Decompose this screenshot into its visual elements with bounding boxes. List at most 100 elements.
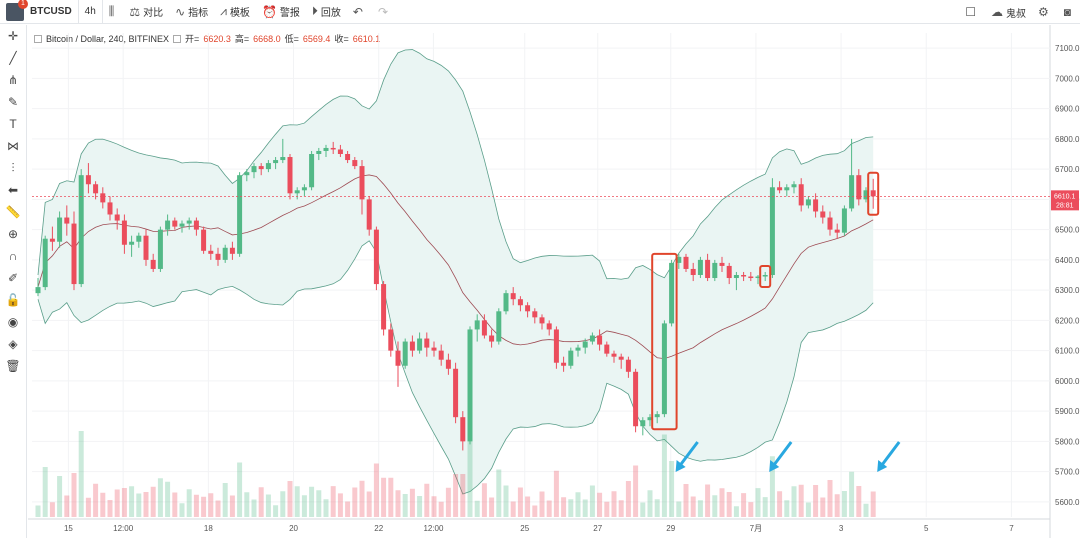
bollinger-upper-line (37, 49, 874, 280)
volume-bar (64, 495, 70, 517)
volume-bar (597, 492, 603, 517)
indicators-button[interactable]: ∿ 指标 (175, 4, 209, 20)
candles-icon: ⫼ (108, 4, 115, 18)
settings-button[interactable]: ⚙ (1032, 0, 1058, 24)
legend-open: 6620.3 (203, 33, 231, 44)
candle-body (611, 353, 617, 357)
candle-body (409, 341, 415, 351)
alert-button[interactable]: ⏰ 警报 (261, 4, 300, 20)
volume-bar (798, 484, 804, 517)
volume-bar (201, 496, 207, 517)
annotation-box (759, 264, 772, 289)
legend-low-label: 低= (284, 34, 299, 44)
brush-icon[interactable]: ✎ (7, 95, 19, 109)
interval-selector[interactable]: 4h (84, 6, 96, 17)
x-tick-label: 29 (666, 524, 675, 533)
volume-bar (863, 503, 869, 517)
volume-bar (208, 493, 214, 517)
candle-body (402, 341, 408, 366)
volume-bar (827, 480, 833, 517)
volume-bar (35, 505, 41, 517)
volume-bar (244, 492, 250, 517)
volume-bar (157, 478, 163, 517)
undo-icon: ↶ (352, 4, 363, 19)
y-tick-label: 5600.0 (1055, 498, 1080, 507)
arrow-left-icon[interactable]: ⬅ (7, 183, 19, 197)
x-tick-label: 3 (839, 524, 844, 533)
volume-bar (222, 483, 228, 517)
volume-bar (431, 496, 437, 517)
templates-button[interactable]: ⩘ 模板 (220, 4, 250, 19)
candle-body (201, 229, 207, 251)
annotation-box (867, 171, 880, 216)
pattern-icon[interactable]: ⋈ (7, 139, 19, 153)
magnet-icon[interactable]: ∩ (8, 249, 18, 263)
volume-bar (273, 505, 279, 517)
candle-body (265, 163, 271, 170)
layers-icon[interactable]: ◈ (8, 337, 18, 351)
lock-icon[interactable]: 🔓 (5, 293, 21, 307)
annotation-box (651, 252, 678, 431)
volume-bar (57, 476, 63, 517)
volume-bar (136, 493, 142, 517)
volume-bar (359, 480, 365, 517)
candle-body (561, 362, 567, 366)
volume-bar (546, 500, 552, 517)
candle-body (172, 220, 178, 227)
volume-bar (640, 502, 646, 517)
trendline-icon[interactable]: ╱ (9, 51, 17, 65)
candle-body (820, 211, 826, 218)
zoom-in-icon[interactable]: ⊕ (7, 227, 19, 241)
volume-bar (503, 485, 509, 517)
collapse-icon[interactable] (34, 34, 42, 43)
bollinger-band-fill (38, 49, 874, 495)
candle-body (244, 172, 250, 176)
avatar[interactable]: 1 (6, 0, 28, 21)
chart-type-button[interactable]: ⫼ (103, 0, 124, 24)
redo-button[interactable]: ↷ (372, 0, 397, 24)
square-icon: ☐ (965, 5, 976, 19)
undo-button[interactable]: ↶ (347, 0, 372, 24)
candle-body (467, 329, 473, 442)
trash-icon[interactable]: 🗑 (5, 359, 21, 373)
text-icon[interactable]: T (9, 117, 17, 131)
candle-body (208, 250, 214, 254)
candle-body (798, 184, 804, 206)
candle-body (388, 329, 394, 351)
volume-bar (553, 470, 559, 517)
symbol-selector[interactable]: BTCUSD (30, 6, 72, 17)
candle-body (71, 223, 77, 285)
crosshair-icon[interactable]: ✛ (7, 29, 19, 43)
candle-body (136, 235, 142, 242)
volume-bar (49, 502, 55, 517)
fullscreen-button[interactable]: ☐ (959, 0, 985, 24)
legend-settings-icon[interactable] (173, 34, 182, 43)
prediction-icon[interactable]: ⫶ (11, 160, 15, 175)
volume-bar (683, 484, 689, 517)
volume-bar (841, 491, 847, 517)
eye-icon[interactable]: ◉ (7, 315, 19, 329)
candle-body (78, 175, 84, 285)
candle-body (424, 338, 430, 348)
volume-bar (345, 501, 351, 517)
pitchfork-icon[interactable]: ⋔ (7, 73, 19, 87)
replay-button[interactable]: ⏵ 回放 (311, 4, 341, 19)
y-tick-label: 7100.0 (1055, 44, 1080, 53)
annotation-arrowhead (675, 460, 686, 472)
candle-body (395, 350, 401, 366)
candle-body (856, 175, 862, 200)
camera-button[interactable]: ◙ (1058, 0, 1080, 24)
lock-drawing-icon[interactable]: ✐ (7, 271, 19, 285)
price-chart[interactable]: 7100.07000.06900.06800.06700.06600.06500… (28, 25, 1080, 538)
volume-bar (85, 497, 91, 517)
right-tools: ☐ ☁ 鬼叔 ⚙ ◙ (959, 0, 1080, 24)
volume-bar (337, 493, 343, 517)
ruler-icon[interactable]: 📏 (5, 205, 21, 219)
x-tick-label: 12:00 (113, 524, 134, 533)
candle-body (733, 275, 739, 279)
volume-bar (316, 490, 322, 517)
theme-button[interactable]: ☁ 鬼叔 (990, 5, 1026, 20)
candle-body (748, 276, 754, 279)
compare-button[interactable]: ⚖ 对比 (129, 4, 164, 20)
candle-body (93, 184, 99, 194)
